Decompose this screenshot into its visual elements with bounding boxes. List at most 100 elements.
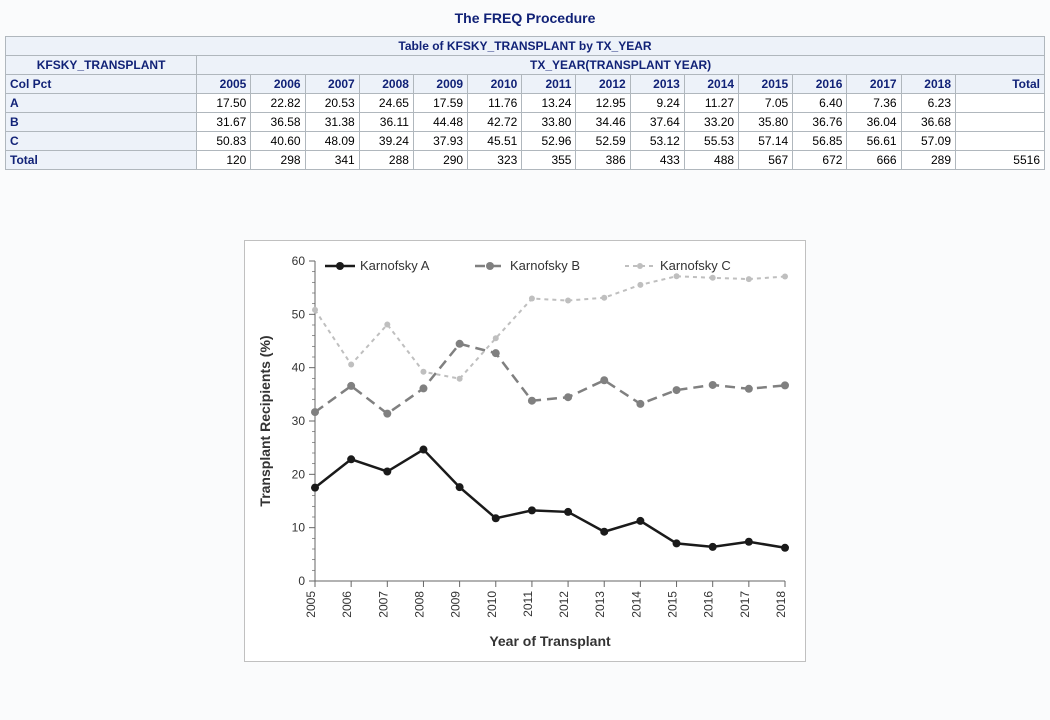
total-cell: 289 bbox=[901, 151, 955, 170]
table-cell: 17.59 bbox=[413, 94, 467, 113]
svg-text:2016: 2016 bbox=[702, 591, 716, 618]
table-cell: 31.38 bbox=[305, 113, 359, 132]
total-cell: 355 bbox=[522, 151, 576, 170]
total-cell: 341 bbox=[305, 151, 359, 170]
svg-text:Year of Transplant: Year of Transplant bbox=[489, 633, 611, 649]
total-cell: 666 bbox=[847, 151, 901, 170]
page-title: The FREQ Procedure bbox=[0, 0, 1050, 36]
svg-text:0: 0 bbox=[298, 574, 305, 588]
line-chart: 0102030405060200520062007200820092010201… bbox=[244, 240, 806, 662]
table-cell: 56.85 bbox=[793, 132, 847, 151]
table-cell: 57.09 bbox=[901, 132, 955, 151]
table-cell: 22.82 bbox=[251, 94, 305, 113]
table-cell: 11.76 bbox=[468, 94, 522, 113]
table-cell: 45.51 bbox=[468, 132, 522, 151]
table-cell: 56.61 bbox=[847, 132, 901, 151]
table-cell: 44.48 bbox=[413, 113, 467, 132]
stat-label: Col Pct bbox=[6, 75, 197, 94]
total-cell: 488 bbox=[684, 151, 738, 170]
table-cell: 11.27 bbox=[684, 94, 738, 113]
total-row-label: Total bbox=[6, 151, 197, 170]
table-cell: 36.76 bbox=[793, 113, 847, 132]
svg-text:30: 30 bbox=[292, 414, 306, 428]
svg-text:10: 10 bbox=[292, 521, 306, 535]
total-cell: 433 bbox=[630, 151, 684, 170]
year-header: 2015 bbox=[739, 75, 793, 94]
table-cell: 35.80 bbox=[739, 113, 793, 132]
table-cell: 37.64 bbox=[630, 113, 684, 132]
svg-text:2009: 2009 bbox=[449, 591, 463, 618]
table-cell: 17.50 bbox=[197, 94, 251, 113]
svg-text:2013: 2013 bbox=[593, 591, 607, 618]
year-header: 2014 bbox=[684, 75, 738, 94]
year-header: 2008 bbox=[359, 75, 413, 94]
row-var-header: KFSKY_TRANSPLANT bbox=[6, 56, 197, 75]
table-cell: 33.80 bbox=[522, 113, 576, 132]
table-cell: 53.12 bbox=[630, 132, 684, 151]
svg-text:60: 60 bbox=[292, 254, 306, 268]
table-cell: 48.09 bbox=[305, 132, 359, 151]
svg-text:Karnofsky C: Karnofsky C bbox=[660, 258, 731, 273]
svg-text:Karnofsky B: Karnofsky B bbox=[510, 258, 580, 273]
year-header: 2006 bbox=[251, 75, 305, 94]
svg-text:2006: 2006 bbox=[340, 591, 354, 618]
col-var-header: TX_YEAR(TRANSPLANT YEAR) bbox=[197, 56, 1045, 75]
year-header: 2007 bbox=[305, 75, 359, 94]
row-label: C bbox=[6, 132, 197, 151]
freq-table: Table of KFSKY_TRANSPLANT by TX_YEAR KFS… bbox=[5, 36, 1045, 170]
total-cell: 386 bbox=[576, 151, 630, 170]
svg-text:2015: 2015 bbox=[666, 591, 680, 618]
row-label: B bbox=[6, 113, 197, 132]
row-total bbox=[956, 132, 1045, 151]
row-total bbox=[956, 113, 1045, 132]
svg-text:50: 50 bbox=[292, 307, 306, 321]
table-cell: 20.53 bbox=[305, 94, 359, 113]
year-header: 2013 bbox=[630, 75, 684, 94]
table-cell: 13.24 bbox=[522, 94, 576, 113]
table-cell: 7.36 bbox=[847, 94, 901, 113]
svg-text:Transplant Recipients (%): Transplant Recipients (%) bbox=[257, 335, 273, 506]
table-cell: 52.59 bbox=[576, 132, 630, 151]
table-cell: 42.72 bbox=[468, 113, 522, 132]
table-cell: 33.20 bbox=[684, 113, 738, 132]
table-cell: 50.83 bbox=[197, 132, 251, 151]
table-cell: 24.65 bbox=[359, 94, 413, 113]
svg-text:2014: 2014 bbox=[629, 591, 643, 618]
grand-total: 5516 bbox=[956, 151, 1045, 170]
svg-text:2005: 2005 bbox=[304, 591, 318, 618]
year-header: 2017 bbox=[847, 75, 901, 94]
chart-container: 0102030405060200520062007200820092010201… bbox=[0, 180, 1050, 687]
year-header: 2009 bbox=[413, 75, 467, 94]
svg-text:2008: 2008 bbox=[412, 591, 426, 618]
year-header: 2010 bbox=[468, 75, 522, 94]
year-header: 2012 bbox=[576, 75, 630, 94]
table-cell: 9.24 bbox=[630, 94, 684, 113]
year-header: 2018 bbox=[901, 75, 955, 94]
svg-text:2018: 2018 bbox=[774, 591, 788, 618]
table-cell: 6.23 bbox=[901, 94, 955, 113]
total-cell: 290 bbox=[413, 151, 467, 170]
svg-text:40: 40 bbox=[292, 361, 306, 375]
row-total bbox=[956, 94, 1045, 113]
svg-text:Karnofsky A: Karnofsky A bbox=[360, 258, 430, 273]
table-cell: 36.11 bbox=[359, 113, 413, 132]
total-header: Total bbox=[956, 75, 1045, 94]
total-cell: 120 bbox=[197, 151, 251, 170]
row-label: A bbox=[6, 94, 197, 113]
table-cell: 39.24 bbox=[359, 132, 413, 151]
svg-text:2007: 2007 bbox=[376, 591, 390, 618]
table-cell: 7.05 bbox=[739, 94, 793, 113]
table-cell: 36.04 bbox=[847, 113, 901, 132]
table-cell: 36.68 bbox=[901, 113, 955, 132]
table-cell: 55.53 bbox=[684, 132, 738, 151]
total-cell: 323 bbox=[468, 151, 522, 170]
svg-text:2011: 2011 bbox=[521, 591, 535, 617]
svg-text:2012: 2012 bbox=[557, 591, 571, 618]
year-header: 2016 bbox=[793, 75, 847, 94]
table-cell: 52.96 bbox=[522, 132, 576, 151]
year-header: 2005 bbox=[197, 75, 251, 94]
table-cell: 36.58 bbox=[251, 113, 305, 132]
total-cell: 672 bbox=[793, 151, 847, 170]
table-cell: 57.14 bbox=[739, 132, 793, 151]
svg-text:2017: 2017 bbox=[738, 591, 752, 618]
